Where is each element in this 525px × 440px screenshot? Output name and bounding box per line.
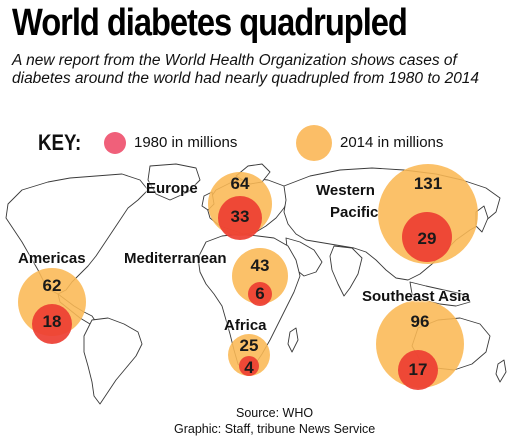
source-credit: Source: WHO xyxy=(236,406,314,420)
europe-2014-value: 64 xyxy=(230,174,250,193)
americas-2014-value: 62 xyxy=(42,276,62,295)
africa-1980-value: 4 xyxy=(244,358,254,377)
western-pacific-1980-value: 29 xyxy=(417,229,437,248)
western-pacific-label-1: Western xyxy=(316,182,375,199)
legend-1980-text: 1980 in millions xyxy=(134,134,238,151)
europe-label: Europe xyxy=(146,180,198,197)
greenland-shape xyxy=(147,163,201,201)
americas-1980-bubble xyxy=(32,304,72,344)
americas-1980-value: 18 xyxy=(42,312,62,331)
africa-2014-value: 25 xyxy=(239,336,259,355)
southeast-asia-1980-value: 17 xyxy=(408,360,428,379)
mediterranean-1980-bubble xyxy=(248,282,272,306)
legend-2014-text: 2014 in millions xyxy=(340,134,444,151)
southeast-asia-2014-value: 96 xyxy=(410,312,430,331)
western-pacific-label-2: Pacific xyxy=(330,204,379,221)
mediterranean-2014-value: 43 xyxy=(250,256,270,275)
new-zealand-shape xyxy=(495,359,507,383)
world-map: Europe 64 33 Western Pacific 131 29 Amer… xyxy=(0,160,525,410)
africa-1980-bubble xyxy=(239,356,259,376)
americas-label: Americas xyxy=(18,250,86,267)
madagascar-shape xyxy=(287,327,299,353)
southeast-asia-1980-bubble xyxy=(398,350,438,390)
legend: KEY: 1980 in millions 2014 in millions xyxy=(0,122,525,162)
page-title: World diabetes quadrupled xyxy=(12,2,408,44)
north-america-shape xyxy=(5,173,149,295)
graphic-credit: Graphic: Staff, tribune News Service xyxy=(174,422,376,436)
south-america-shape xyxy=(83,317,143,405)
africa-label: Africa xyxy=(224,317,267,334)
southeast-asia-label: Southeast Asia xyxy=(362,288,470,305)
subtitle: A new report from the World Health Organ… xyxy=(12,52,480,87)
europe-1980-bubble xyxy=(218,196,262,240)
india-shape xyxy=(329,245,363,297)
europe-1980-value: 33 xyxy=(230,207,250,226)
legend-2014-swatch xyxy=(296,125,332,161)
legend-label: KEY: xyxy=(38,130,82,155)
mediterranean-label: Mediterranean xyxy=(124,250,227,267)
mediterranean-1980-value: 6 xyxy=(255,284,265,303)
western-pacific-1980-bubble xyxy=(402,212,452,262)
western-pacific-2014-value: 131 xyxy=(413,174,443,193)
legend-1980-swatch xyxy=(104,132,126,154)
